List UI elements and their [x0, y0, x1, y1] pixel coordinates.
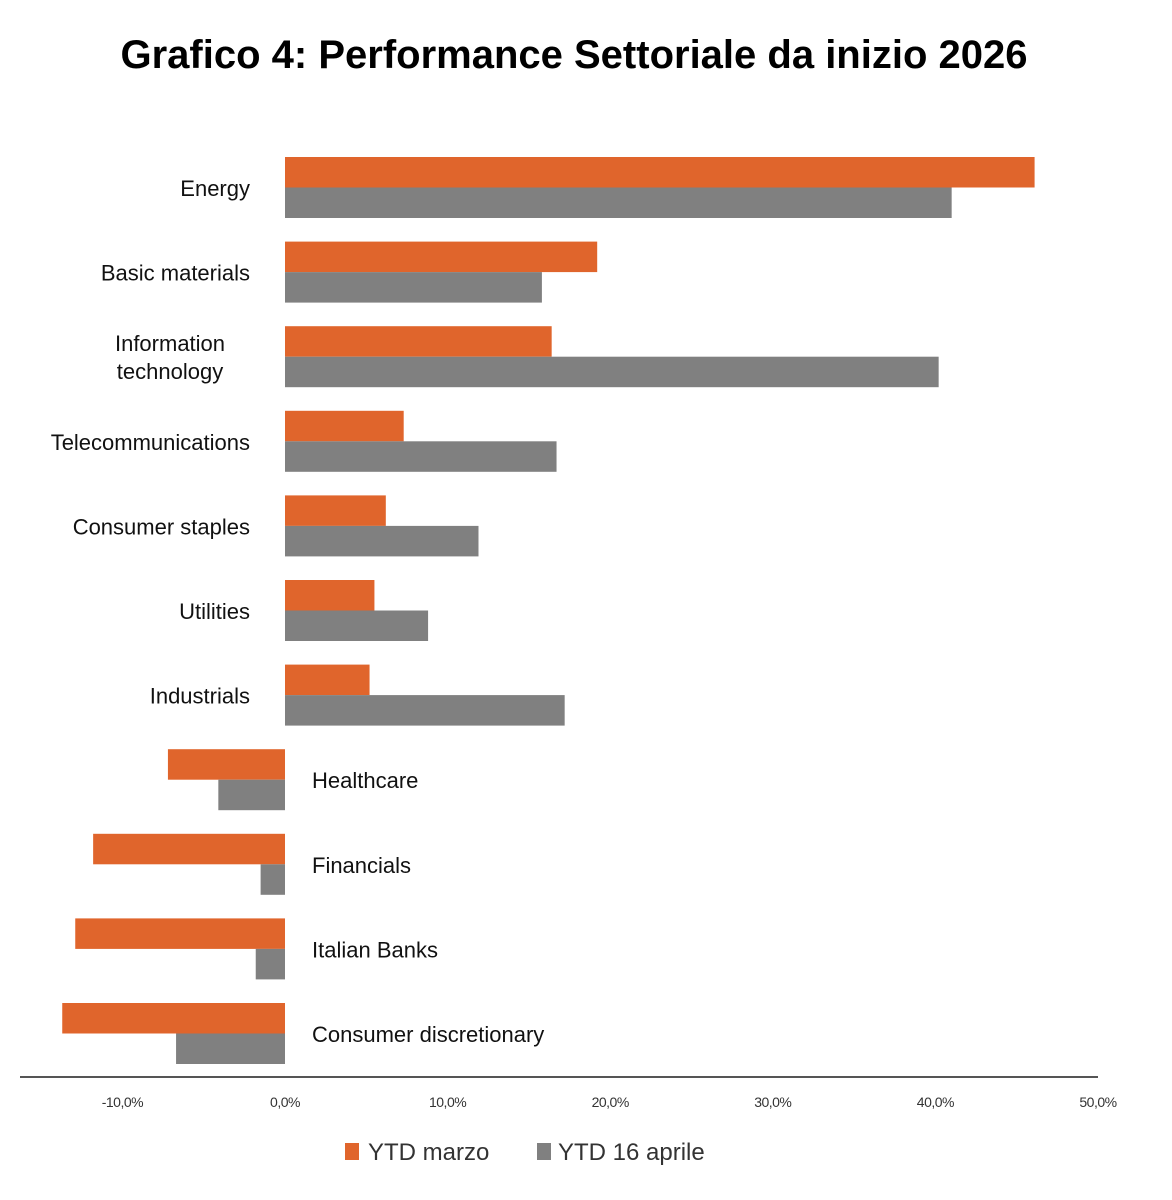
bar-information-technology-ytd-marzo — [285, 326, 552, 357]
bar-financials-ytd-marzo — [93, 833, 286, 865]
category-label-consumer-staples: Consumer staples — [73, 514, 250, 539]
bar-financials-ytd-16-aprile — [260, 864, 285, 895]
bar-consumer-discretionary-ytd-marzo — [62, 1003, 285, 1034]
x-tick-label: -10,0% — [102, 1094, 143, 1110]
x-tick-label: 10,0% — [429, 1094, 466, 1110]
bar-italian-banks-ytd-16-aprile — [255, 948, 285, 980]
category-label-energy: Energy — [180, 176, 250, 201]
category-label-utilities: Utilities — [179, 599, 250, 624]
chart-title: Grafico 4: Performance Settoriale da ini… — [121, 33, 1028, 77]
bar-healthcare-ytd-marzo — [167, 749, 285, 780]
x-tick-label: 50,0% — [1079, 1094, 1116, 1110]
category-label-basic-materials: Basic materials — [101, 261, 250, 286]
category-label-italian-banks: Italian Banks — [312, 937, 438, 962]
bar-italian-banks-ytd-marzo — [75, 918, 285, 949]
x-tick-label: 20,0% — [592, 1094, 629, 1110]
bar-information-technology-ytd-16-aprile — [285, 356, 939, 388]
legend-swatch-ytd-16-aprile — [537, 1143, 551, 1160]
bar-basic-materials-ytd-16-aprile — [285, 272, 542, 303]
bar-industrials-ytd-marzo — [285, 664, 370, 696]
bar-consumer-discretionary-ytd-16-aprile — [176, 1033, 285, 1064]
category-label-financials: Financials — [312, 853, 411, 878]
legend: YTD marzo YTD 16 aprile — [345, 1139, 705, 1166]
category-label-healthcare: Healthcare — [312, 768, 418, 793]
bar-consumer-staples-ytd-marzo — [285, 495, 386, 526]
category-label-information-technology: Information technology — [115, 331, 225, 384]
bar-energy-ytd-16-aprile — [285, 187, 952, 218]
category-label-telecommunications: Telecommunications — [51, 430, 250, 455]
legend-label-ytd-16-aprile: YTD 16 aprile — [558, 1139, 705, 1166]
bar-telecommunications-ytd-marzo — [285, 410, 404, 442]
bar-utilities-ytd-marzo — [285, 580, 375, 611]
bar-telecommunications-ytd-16-aprile — [285, 441, 557, 472]
legend-swatch-ytd-marzo — [345, 1143, 359, 1160]
bar-energy-ytd-marzo — [285, 157, 1035, 188]
bar-healthcare-ytd-16-aprile — [218, 779, 285, 811]
category-label-consumer-discretionary: Consumer discretionary — [312, 1022, 544, 1047]
x-tick-label: 0,0% — [270, 1094, 300, 1110]
bar-consumer-staples-ytd-16-aprile — [285, 525, 479, 557]
legend-label-ytd-marzo: YTD marzo — [368, 1139, 489, 1166]
bar-basic-materials-ytd-marzo — [285, 241, 598, 273]
category-label-industrials: Industrials — [150, 684, 250, 709]
bar-industrials-ytd-16-aprile — [285, 695, 565, 726]
x-tick-label: 30,0% — [754, 1094, 791, 1110]
bar-utilities-ytd-16-aprile — [285, 610, 429, 641]
x-tick-label: 40,0% — [917, 1094, 954, 1110]
